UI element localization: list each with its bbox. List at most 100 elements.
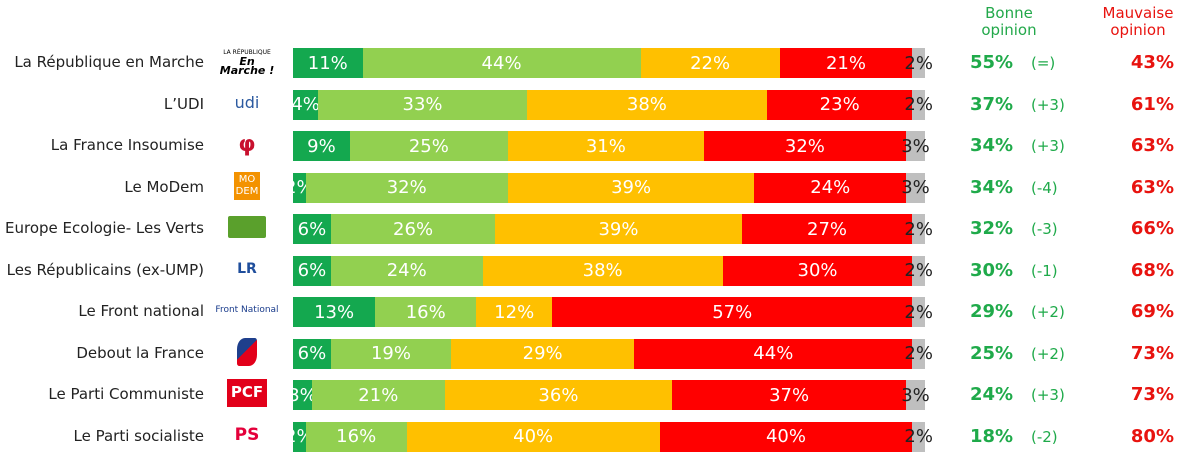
modem-logo-mark: MO DEM xyxy=(234,171,260,200)
stacked-bar: 3% 21% 36% 37% 3% xyxy=(288,380,930,410)
bar-segment: 12% xyxy=(476,297,553,327)
party-label: La France Insoumise xyxy=(50,136,204,154)
bar-segment: 21% xyxy=(311,380,445,410)
udi-logo: udi xyxy=(215,87,279,119)
fn-logo-mark: Front National xyxy=(215,304,279,315)
bar-segment: 3% xyxy=(901,380,930,410)
bonne-opinion-change: (+3) xyxy=(1031,386,1065,404)
ps-logo: PS xyxy=(215,419,279,451)
party-label: Le MoDem xyxy=(124,177,204,196)
bonne-opinion-change: (+2) xyxy=(1031,344,1065,363)
bonne-opinion-value: 24% xyxy=(970,384,1014,405)
bar-segment: 57% xyxy=(552,297,913,327)
segment-label: 2% xyxy=(904,260,933,281)
segment-label: 2% xyxy=(904,343,933,364)
bar-segment: 38% xyxy=(526,89,767,120)
segment-label: 9% xyxy=(307,135,336,157)
bar-segment: 37% xyxy=(672,380,907,410)
party-label: Les Républicains (ex-UMP) xyxy=(6,260,204,279)
party-label: Le Parti Communiste xyxy=(48,385,204,403)
bar-segment: 44% xyxy=(362,48,641,78)
bar-segment: 3% xyxy=(288,380,317,410)
segment-label: 29% xyxy=(522,343,563,364)
segment-label: 2% xyxy=(904,52,933,74)
udi-logo-text: udi xyxy=(234,93,260,112)
bar-segment: 3% xyxy=(901,172,930,203)
mauvaise-opinion-value: 63% xyxy=(1130,135,1174,156)
header-mauvaise-opinion: Mauvaise opinion xyxy=(1102,4,1174,39)
bar-segment: 33% xyxy=(318,89,527,120)
lfi-logo: φ xyxy=(215,128,279,160)
bonne-opinion-change: (-1) xyxy=(1031,261,1058,280)
segment-label: 39% xyxy=(611,177,652,198)
bar-segment: 16% xyxy=(305,421,407,452)
bonne-opinion-change: (+3) xyxy=(1031,137,1065,155)
bar-segment: 6% xyxy=(293,214,331,244)
bar-segment: 25% xyxy=(349,131,508,161)
bar-segment: 24% xyxy=(330,255,483,286)
bonne-opinion-value: 37% xyxy=(970,93,1014,115)
segment-label: 2% xyxy=(904,426,933,447)
bar-segment: 13% xyxy=(293,297,376,327)
party-label: Le Parti socialiste xyxy=(73,426,205,445)
chart-row: La France Insoumise φ 9% 25% 31% 32% 3% 34% (+3)… xyxy=(0,124,1184,164)
bar-segment: 38% xyxy=(482,255,723,286)
party-label: La République en Marche xyxy=(14,53,204,71)
chart-row: Debout la France 6% 19% 29% 44% 2% 25% (+2) 73% xyxy=(0,332,1184,372)
lrem-logo-text: En Marche ! xyxy=(219,54,275,77)
party-label: L’UDI xyxy=(163,94,204,113)
bar-segment: 24% xyxy=(754,172,907,203)
bar-segment: 21% xyxy=(779,48,913,78)
bar-segment: 36% xyxy=(444,380,673,410)
mauvaise-opinion-value: 66% xyxy=(1130,218,1174,239)
bar-segment: 39% xyxy=(507,172,755,203)
eelv-logo xyxy=(215,211,279,243)
segment-label: 13% xyxy=(314,301,355,323)
lrem-logo-mark: LA RÉPUBLIQUE En Marche ! xyxy=(215,48,279,77)
segment-label: 21% xyxy=(358,384,399,406)
bonne-opinion-value: 34% xyxy=(970,176,1014,198)
bar-segment: 6% xyxy=(293,338,331,369)
segment-label: 57% xyxy=(712,301,753,323)
segment-label: 38% xyxy=(626,94,667,115)
mauvaise-opinion-value: 61% xyxy=(1130,93,1174,115)
bar-segment: 30% xyxy=(722,255,913,286)
chart-row: Les Républicains (ex-UMP) LR 6% 24% 38% 30% 2%… xyxy=(0,249,1184,289)
segment-label: 6% xyxy=(297,218,327,240)
bar-segment: 26% xyxy=(330,214,496,244)
mauvaise-opinion-value: 73% xyxy=(1130,384,1174,405)
chart-row: L’UDI udi 4% 33% 38% 23% 2% 37% (+3) 61% xyxy=(0,83,1184,123)
bonne-opinion-value: 34% xyxy=(970,135,1014,156)
segment-label: 2% xyxy=(904,218,933,240)
modem-logo: MO DEM xyxy=(215,170,279,202)
segment-label: 19% xyxy=(370,343,411,364)
segment-label: 44% xyxy=(753,343,794,364)
bar-segment: 11% xyxy=(293,48,363,78)
chart-row: Le Front national Front National 13% 16% 12%… xyxy=(0,290,1184,330)
segment-label: 40% xyxy=(513,426,554,447)
fn-logo: Front National xyxy=(215,294,279,326)
segment-label: 30% xyxy=(797,260,838,281)
bonne-opinion-change: (-4) xyxy=(1031,178,1058,197)
chart-row: Le MoDem MO DEM 2% 32% 39% 24% 3% 34% (-4) 63% xyxy=(0,166,1184,206)
segment-label: 31% xyxy=(585,135,626,157)
ps-logo-mark: PS xyxy=(234,424,260,445)
chart-row: Le Parti socialiste PS 2% 16% 40% 40% 2% 18% (-2… xyxy=(0,415,1184,455)
bar-segment: 22% xyxy=(640,48,780,78)
segment-label: 21% xyxy=(825,52,866,74)
header-bonne-opinion: Bonne opinion xyxy=(981,4,1037,39)
lrem-logo: LA RÉPUBLIQUE En Marche ! xyxy=(215,45,279,77)
bar-segment: 2% xyxy=(904,214,933,244)
dlf-logo xyxy=(215,336,279,368)
bar-segment: 3% xyxy=(901,131,930,161)
chart-row: Europe Ecologie- Les Verts 6% 26% 39% 27% 2% 3… xyxy=(0,207,1184,247)
mauvaise-opinion-value: 43% xyxy=(1130,52,1174,73)
lr-logo: LR xyxy=(215,253,279,285)
segment-label: 32% xyxy=(784,135,825,157)
bonne-opinion-value: 32% xyxy=(970,218,1014,239)
lrem-logo-small: LA RÉPUBLIQUE xyxy=(223,48,271,56)
bar-segment: 4% xyxy=(291,89,320,120)
segment-label: 37% xyxy=(769,384,810,406)
bonne-opinion-value: 30% xyxy=(970,259,1014,281)
bar-segment: 2% xyxy=(904,338,933,369)
